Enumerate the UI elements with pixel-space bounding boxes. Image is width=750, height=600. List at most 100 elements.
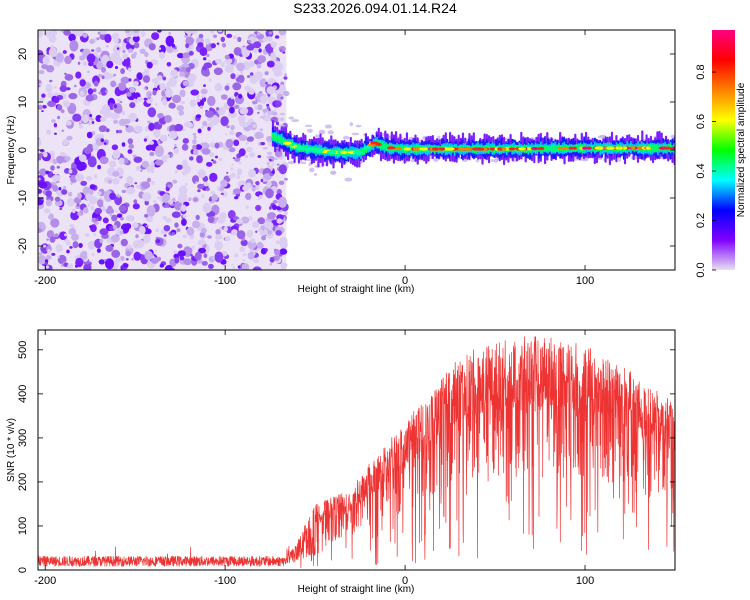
noise-blob <box>116 98 121 102</box>
signal-hotspot <box>414 147 422 151</box>
signal-halo <box>304 124 313 128</box>
signal-hotspot <box>463 147 473 151</box>
noise-blob <box>216 42 220 45</box>
signal-hotspot <box>615 146 620 150</box>
noise-blob <box>239 246 245 253</box>
noise-blob <box>93 174 98 179</box>
noise-blob <box>118 82 127 91</box>
noise-blob <box>92 88 97 93</box>
snr-x-tick-label: 0 <box>402 575 408 587</box>
spectrogram-y-label: Frequency (Hz) <box>6 116 17 185</box>
noise-blob <box>195 144 203 150</box>
noise-blob <box>215 229 221 235</box>
noise-blob <box>176 164 183 170</box>
noise-blob <box>221 250 228 257</box>
noise-blob <box>121 189 127 193</box>
noise-blob <box>71 233 79 241</box>
noise-blob <box>224 85 230 91</box>
noise-blob <box>54 85 58 89</box>
noise-blob <box>192 139 197 145</box>
noise-blob <box>188 73 197 83</box>
noise-blob <box>61 189 68 195</box>
noise-blob <box>266 60 275 68</box>
noise-blob <box>120 76 130 84</box>
noise-blob <box>240 72 243 76</box>
signal-band-green <box>401 146 404 151</box>
noise-blob <box>132 203 140 210</box>
noise-blob <box>248 88 255 95</box>
noise-blob <box>144 250 153 261</box>
noise-blob <box>261 235 267 241</box>
colorbar: 0.0 0.2 0.4 0.6 0.8 Normalized spectral ampl… <box>695 30 747 278</box>
noise-blob <box>59 85 68 92</box>
noise-blob <box>47 249 51 254</box>
signal-halo <box>584 156 589 162</box>
noise-blob <box>43 247 46 251</box>
noise-blob <box>128 143 134 149</box>
noise-blob <box>215 155 218 159</box>
noise-blob <box>54 233 59 238</box>
signal-band-green <box>556 144 558 153</box>
noise-blob <box>165 35 175 47</box>
noise-blob <box>266 103 270 107</box>
snr-y-tick-label: 300 <box>17 429 29 447</box>
noise-blob <box>131 258 134 261</box>
noise-blob <box>102 217 109 224</box>
noise-blob <box>214 234 223 240</box>
noise-blob <box>210 30 215 34</box>
noise-blob <box>284 177 288 181</box>
noise-blob <box>162 215 168 220</box>
noise-blob <box>62 50 67 54</box>
noise-blob <box>68 191 73 197</box>
noise-blob <box>278 196 287 208</box>
noise-blob <box>232 35 238 40</box>
noise-blob <box>154 159 164 166</box>
signal-band-green <box>657 145 659 152</box>
noise-blob <box>173 253 180 259</box>
noise-blob <box>74 84 77 88</box>
noise-blob <box>108 160 117 168</box>
noise-blob <box>209 152 215 158</box>
noise-blob <box>39 83 43 86</box>
noise-blob <box>274 35 280 39</box>
noise-blob <box>66 249 70 254</box>
noise-blob <box>120 238 128 247</box>
noise-blob <box>252 258 260 264</box>
noise-blob <box>170 69 179 78</box>
noise-blob <box>226 33 233 39</box>
noise-blob <box>211 194 218 201</box>
signal-halo <box>259 128 264 132</box>
noise-blob <box>185 67 191 73</box>
noise-blob <box>176 105 184 112</box>
signal-hotspot <box>393 146 403 151</box>
signal-halo <box>280 117 284 122</box>
noise-blob <box>144 233 151 240</box>
noise-blob <box>157 75 163 81</box>
noise-blob <box>245 205 249 209</box>
noise-blob <box>77 192 82 199</box>
noise-blob <box>234 253 239 258</box>
noise-blob <box>205 187 210 191</box>
noise-blob <box>78 121 82 126</box>
noise-blob <box>208 59 211 64</box>
noise-blob <box>157 196 160 200</box>
signal-hotspot <box>508 147 516 151</box>
noise-blob <box>116 213 123 218</box>
noise-blob <box>197 128 202 134</box>
noise-blob <box>45 255 52 260</box>
noise-blob <box>45 31 52 38</box>
noise-blob <box>98 125 107 133</box>
spectrogram-x-tick-label: 100 <box>576 275 594 287</box>
noise-blob <box>249 72 254 76</box>
noise-blob <box>161 155 168 163</box>
noise-blob <box>267 212 276 220</box>
noise-blob <box>213 34 217 38</box>
noise-blob <box>224 54 230 60</box>
noise-blob <box>203 57 207 61</box>
noise-blob <box>145 126 150 132</box>
noise-blob <box>266 180 272 188</box>
noise-blob <box>43 152 48 158</box>
signal-halo <box>277 124 286 127</box>
noise-blob <box>238 93 243 99</box>
noise-blob <box>193 135 197 140</box>
